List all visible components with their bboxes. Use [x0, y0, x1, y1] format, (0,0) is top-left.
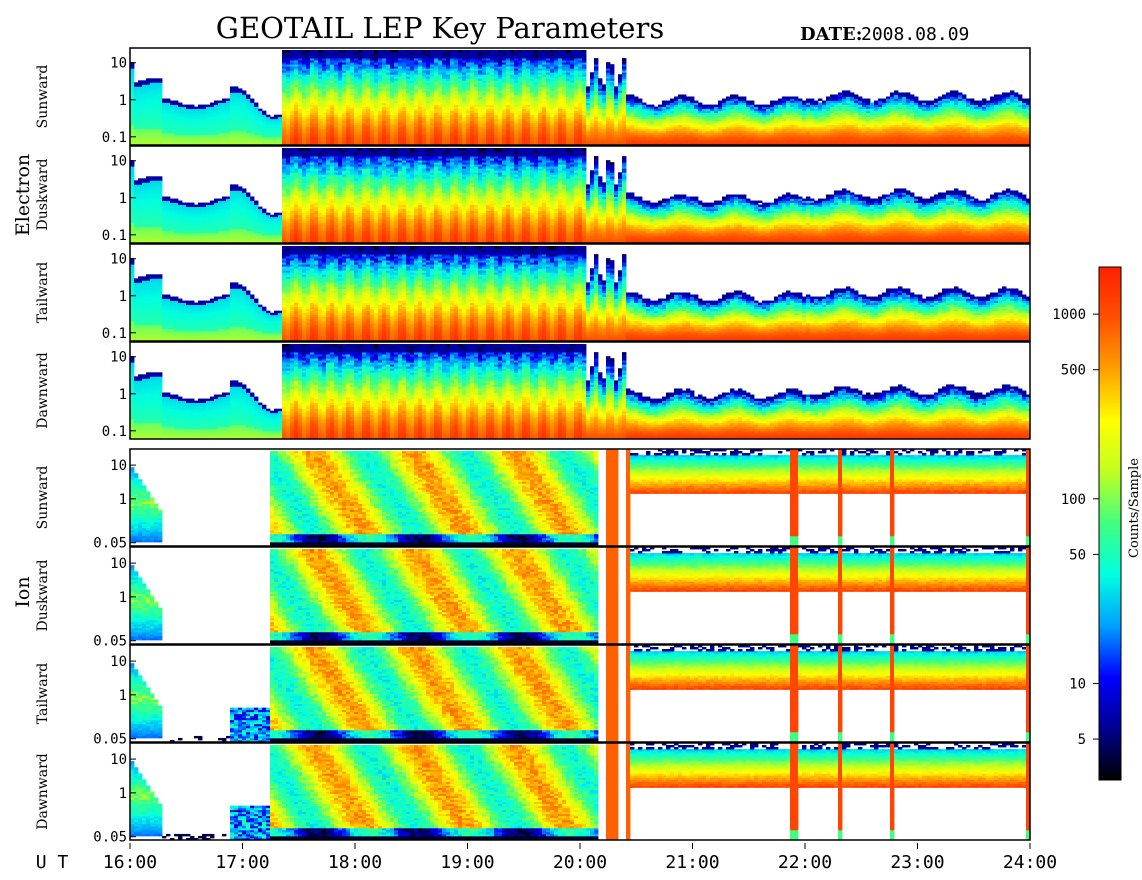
heat-cell	[426, 50, 430, 52]
heat-cell	[290, 50, 294, 52]
heat-cell	[422, 50, 426, 52]
heat-cell	[198, 105, 202, 107]
panels-layer	[130, 48, 1030, 840]
heat-cell	[314, 50, 318, 52]
heat-cell	[354, 50, 358, 52]
heat-cell	[218, 101, 222, 103]
heat-cell	[402, 50, 406, 52]
heat-cell	[322, 50, 326, 52]
heat-cell	[146, 78, 150, 80]
heat-cell	[258, 109, 262, 111]
heat-cell	[394, 50, 398, 52]
heat-cell	[230, 86, 234, 88]
heat-cell	[342, 50, 346, 52]
heat-cell	[158, 78, 162, 80]
heat-cell	[206, 105, 210, 107]
heat-cell	[210, 103, 214, 105]
date-value: 2008.08.09	[861, 24, 969, 45]
chart-title: GEOTAIL LEP Key Parameters	[216, 11, 664, 45]
heat-cell	[398, 50, 402, 52]
heat-cell	[222, 99, 226, 101]
heat-cell	[414, 50, 418, 52]
heat-cell	[234, 86, 238, 88]
heat-cell	[362, 50, 366, 52]
heat-cell	[382, 50, 386, 52]
heat-cell	[190, 105, 194, 107]
heat-cell	[334, 50, 338, 52]
heat-cell	[386, 50, 390, 52]
heat-cell	[250, 99, 254, 101]
heat-cell	[330, 50, 334, 52]
heat-cell	[270, 117, 274, 119]
heat-cell	[370, 50, 374, 52]
heat-cell	[182, 105, 186, 107]
heat-cell	[266, 115, 270, 117]
heat-cell	[318, 50, 322, 52]
heat-cell	[390, 50, 394, 52]
heat-cell	[226, 99, 230, 101]
heat-cell	[298, 50, 302, 52]
heat-cell	[358, 50, 362, 52]
heat-cell	[302, 50, 306, 52]
heat-cell	[286, 50, 290, 52]
heat-cell	[170, 101, 174, 103]
heat-cell	[418, 50, 422, 52]
heat-cell	[278, 115, 282, 117]
heat-cell	[194, 107, 198, 109]
heat-cell	[294, 50, 298, 52]
heat-cell	[134, 82, 138, 84]
heat-cell	[262, 111, 266, 113]
heat-cell	[186, 105, 190, 107]
heat-cell	[306, 50, 310, 52]
heat-cell	[162, 99, 166, 101]
heat-cell	[350, 50, 354, 52]
date-label: DATE:	[800, 24, 862, 45]
heat-cell	[254, 103, 258, 105]
heat-cell	[142, 80, 146, 82]
heat-cell	[410, 50, 414, 52]
heat-cell	[246, 94, 250, 96]
heat-cell	[274, 115, 278, 117]
heat-cell	[178, 103, 182, 105]
heat-cell	[214, 101, 218, 103]
heat-cell	[406, 50, 410, 52]
heat-cell	[242, 90, 246, 92]
heat-cell	[154, 78, 158, 80]
heat-cell	[166, 99, 170, 101]
heat-cell	[310, 50, 314, 52]
heat-cell	[282, 50, 286, 52]
heat-cell	[346, 50, 350, 52]
heat-cell	[202, 105, 206, 107]
heat-cell	[238, 88, 242, 90]
heat-cell	[326, 50, 330, 52]
heat-cell	[378, 50, 382, 52]
heat-cell	[366, 50, 370, 52]
heat-cell	[174, 101, 178, 103]
panel-electron-sunward	[130, 48, 1030, 145]
heat-cell	[338, 50, 342, 52]
heat-cell	[374, 50, 378, 52]
heat-cell	[138, 80, 142, 82]
heat-cell	[150, 78, 154, 80]
